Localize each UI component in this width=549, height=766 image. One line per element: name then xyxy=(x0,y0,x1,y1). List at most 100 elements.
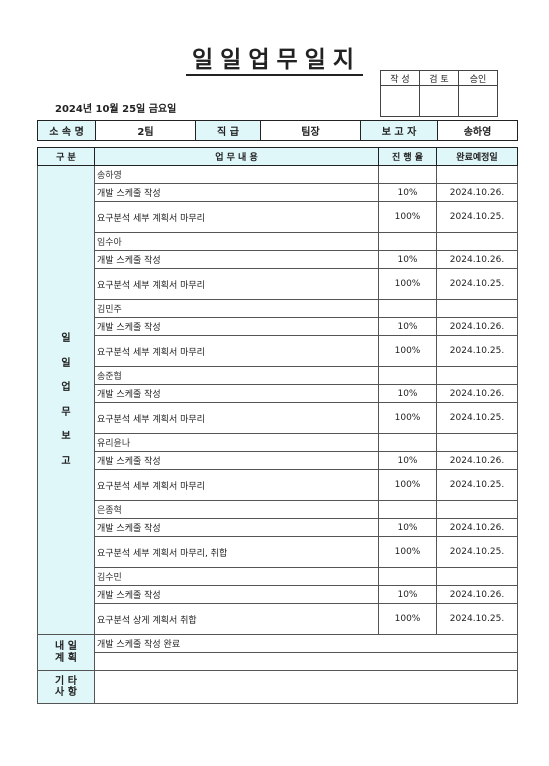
reporter-value[interactable]: 송하영 xyxy=(437,120,518,141)
rank-value[interactable]: 팀장 xyxy=(260,120,361,141)
person-due-blank[interactable] xyxy=(436,299,518,318)
approval-sign-reviewer[interactable] xyxy=(419,85,459,117)
tomorrow-label-line2: 계 획 xyxy=(55,652,77,664)
work-table: 구 분 업 무 내 용 진 행 율 완료예정일 일 일 업 무 보 고 송하영 개발 스케줄 … xyxy=(37,147,518,704)
task-due[interactable]: 2024.10.25. xyxy=(436,603,518,635)
task-content[interactable]: 개발 스케줄 작성 xyxy=(94,317,379,336)
task-progress[interactable]: 10% xyxy=(378,518,437,537)
person-progress-blank[interactable] xyxy=(378,567,437,586)
task-progress[interactable]: 10% xyxy=(378,384,437,403)
person-due-blank[interactable] xyxy=(436,567,518,586)
person-row: 은종혁 xyxy=(38,500,518,519)
task-content[interactable]: 개발 스케줄 작성 xyxy=(94,518,379,537)
task-due[interactable]: 2024.10.26. xyxy=(436,518,518,537)
task-due[interactable]: 2024.10.26. xyxy=(436,183,518,202)
task-content[interactable]: 요구분석 세부 계획서 마무리 xyxy=(94,201,379,233)
approval-sign-approver[interactable] xyxy=(458,85,498,117)
task-row: 개발 스케줄 작성 10% 2024.10.26. xyxy=(38,585,518,604)
task-due[interactable]: 2024.10.25. xyxy=(436,536,518,568)
task-content[interactable]: 개발 스케줄 작성 xyxy=(94,585,379,604)
daily-report-label-char: 고 xyxy=(61,455,71,467)
person-name[interactable]: 송하영 xyxy=(94,165,379,184)
task-due[interactable]: 2024.10.26. xyxy=(436,451,518,470)
task-progress[interactable]: 100% xyxy=(378,603,437,635)
header-progress: 진 행 율 xyxy=(378,147,437,166)
person-name[interactable]: 김수민 xyxy=(94,567,379,586)
task-progress[interactable]: 100% xyxy=(378,335,437,367)
task-progress[interactable]: 100% xyxy=(378,201,437,233)
person-row: 임수아 xyxy=(38,232,518,251)
task-due[interactable]: 2024.10.25. xyxy=(436,469,518,501)
task-due[interactable]: 2024.10.26. xyxy=(436,317,518,336)
task-progress[interactable]: 100% xyxy=(378,469,437,501)
person-progress-blank[interactable] xyxy=(378,299,437,318)
person-progress-blank[interactable] xyxy=(378,433,437,452)
person-due-blank[interactable] xyxy=(436,500,518,519)
task-progress[interactable]: 100% xyxy=(378,536,437,568)
etc-content[interactable] xyxy=(94,670,518,704)
task-content[interactable]: 요구분석 세부 계획서 마무리 xyxy=(94,268,379,300)
task-due[interactable]: 2024.10.25. xyxy=(436,268,518,300)
task-row: 요구분석 상게 계획서 취합 100% 2024.10.25. xyxy=(38,603,518,635)
task-row: 요구분석 세부 계획서 마무리 100% 2024.10.25. xyxy=(38,469,518,501)
task-due[interactable]: 2024.10.26. xyxy=(436,384,518,403)
person-progress-blank[interactable] xyxy=(378,366,437,385)
person-progress-blank[interactable] xyxy=(378,500,437,519)
task-due[interactable]: 2024.10.25. xyxy=(436,402,518,434)
task-progress[interactable]: 10% xyxy=(378,451,437,470)
person-due-blank[interactable] xyxy=(436,433,518,452)
task-content[interactable]: 개발 스케줄 작성 xyxy=(94,183,379,202)
tomorrow-label: 내 일 계 획 xyxy=(37,634,95,671)
person-due-blank[interactable] xyxy=(436,366,518,385)
person-name[interactable]: 김민주 xyxy=(94,299,379,318)
task-content[interactable]: 개발 스케줄 작성 xyxy=(94,451,379,470)
task-content[interactable]: 요구분석 세부 계획서 마무리, 취합 xyxy=(94,536,379,568)
person-progress-blank[interactable] xyxy=(378,165,437,184)
task-row: 개발 스케줄 작성 10% 2024.10.26. xyxy=(38,518,518,537)
task-progress[interactable]: 10% xyxy=(378,585,437,604)
approval-sign-writer[interactable] xyxy=(380,85,420,117)
task-progress[interactable]: 100% xyxy=(378,402,437,434)
task-progress[interactable]: 100% xyxy=(378,268,437,300)
task-row: 요구분석 세부 계획서 마무리 100% 2024.10.25. xyxy=(38,268,518,300)
task-progress[interactable]: 10% xyxy=(378,317,437,336)
tomorrow-content[interactable]: 개발 스케줄 작성 완료 xyxy=(94,634,518,653)
task-progress[interactable]: 10% xyxy=(378,183,437,202)
task-content[interactable]: 요구분석 세부 계획서 마무리 xyxy=(94,469,379,501)
task-due[interactable]: 2024.10.26. xyxy=(436,585,518,604)
task-due[interactable]: 2024.10.25. xyxy=(436,335,518,367)
daily-report-label-char: 일 xyxy=(61,357,71,369)
task-content[interactable]: 요구분석 세부 계획서 마무리 xyxy=(94,335,379,367)
dept-value[interactable]: 2팀 xyxy=(95,120,196,141)
header-category: 구 분 xyxy=(37,147,95,166)
dept-label: 소 속 명 xyxy=(37,120,96,141)
task-due[interactable]: 2024.10.25. xyxy=(436,201,518,233)
etc-label: 기 타 사 항 xyxy=(37,670,95,704)
task-row: 개발 스케줄 작성 10% 2024.10.26. xyxy=(38,384,518,403)
tomorrow-label-line1: 내 일 xyxy=(55,641,77,652)
tomorrow-content-extra[interactable] xyxy=(94,652,518,671)
person-name[interactable]: 은종혁 xyxy=(94,500,379,519)
info-table: 소 속 명 2팀 직 급 팀장 보 고 자 송하영 xyxy=(37,120,518,141)
person-row: 김수민 xyxy=(38,567,518,586)
task-progress[interactable]: 10% xyxy=(378,250,437,269)
daily-report-label-char: 업 xyxy=(61,382,71,393)
task-due[interactable]: 2024.10.26. xyxy=(436,250,518,269)
task-content[interactable]: 요구분석 상게 계획서 취합 xyxy=(94,603,379,635)
task-content[interactable]: 요구분석 세부 계획서 마무리 xyxy=(94,402,379,434)
person-name[interactable]: 송준협 xyxy=(94,366,379,385)
task-row: 개발 스케줄 작성 10% 2024.10.26. xyxy=(38,183,518,202)
person-due-blank[interactable] xyxy=(436,232,518,251)
person-row: 유리윤나 xyxy=(38,433,518,452)
person-progress-blank[interactable] xyxy=(378,232,437,251)
report-date: 2024년 10월 25일 금요일 xyxy=(55,104,177,115)
task-row: 개발 스케줄 작성 10% 2024.10.26. xyxy=(38,317,518,336)
person-due-blank[interactable] xyxy=(436,165,518,184)
task-content[interactable]: 개발 스케줄 작성 xyxy=(94,250,379,269)
task-row: 요구분석 세부 계획서 마무리 100% 2024.10.25. xyxy=(38,335,518,367)
etc-label-line2: 사 항 xyxy=(55,687,77,698)
person-name[interactable]: 임수아 xyxy=(94,232,379,251)
task-row: 요구분석 세부 계획서 마무리 100% 2024.10.25. xyxy=(38,201,518,233)
task-content[interactable]: 개발 스케줄 작성 xyxy=(94,384,379,403)
person-name[interactable]: 유리윤나 xyxy=(94,433,379,452)
